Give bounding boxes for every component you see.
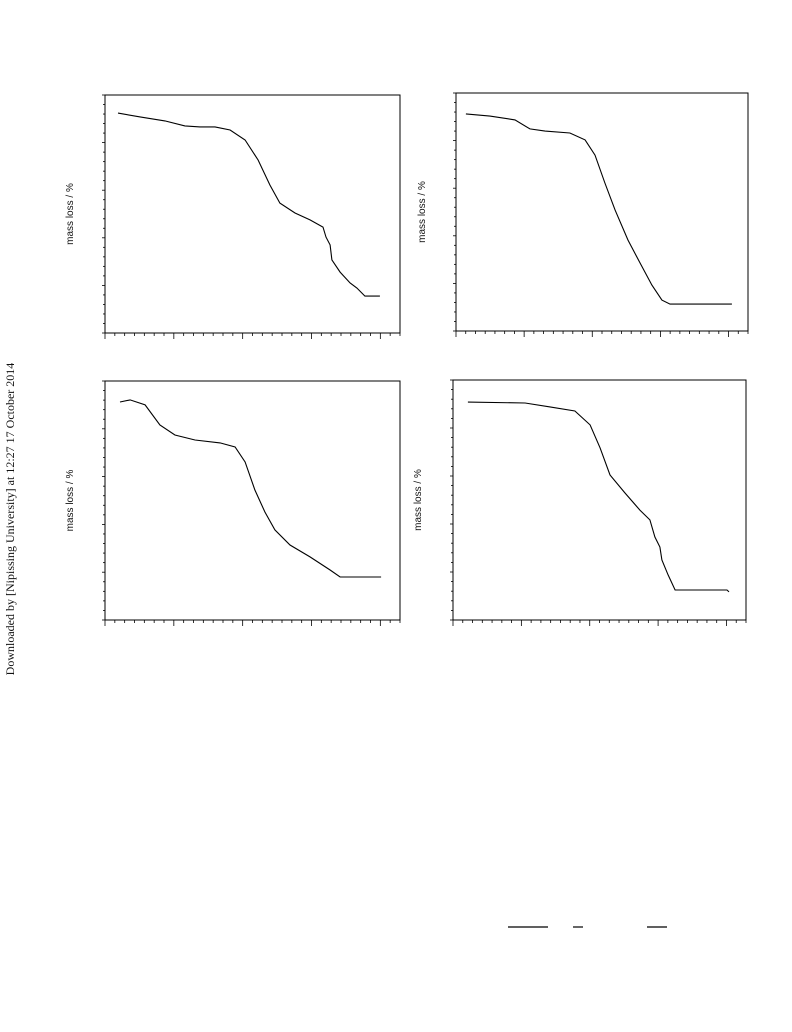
curve [465, 113, 732, 305]
curve [467, 401, 730, 593]
plot-frame [455, 92, 749, 332]
y-axis-label: mass loss / % [413, 469, 424, 531]
y-axis-label: mass loss / % [417, 181, 428, 243]
curve [119, 399, 382, 578]
y-axis-label: mass loss / % [65, 470, 76, 532]
plot-frame [104, 94, 401, 334]
curve [117, 112, 380, 297]
y-axis-label: mass loss / % [65, 183, 76, 245]
download-note: Downloaded by [Nipissing University] at … [3, 363, 17, 676]
plot-frame [104, 380, 401, 621]
plot-frame [452, 379, 747, 621]
